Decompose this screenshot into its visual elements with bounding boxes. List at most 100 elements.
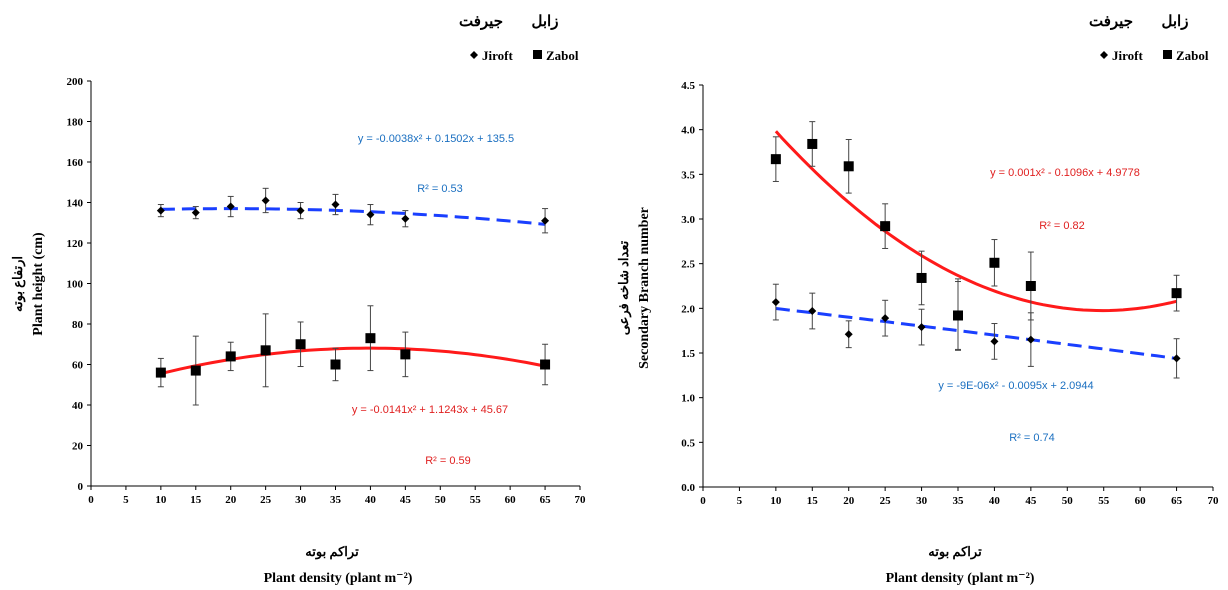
legend-jiroft-label: Jiroft [482, 48, 513, 63]
zabol-r-squared: R² = 0.82 [1039, 220, 1085, 232]
zabol-point [225, 351, 236, 362]
zabol-point [540, 359, 551, 370]
legend-jiroft-label: Jiroft [1112, 48, 1143, 63]
jiroft-point [990, 337, 999, 346]
zabol-point [155, 367, 166, 378]
legend: جيرفت زابل Jiroft Zabol [459, 14, 579, 63]
legend-zabol-label: Zabol [546, 48, 579, 63]
jiroft-point [844, 330, 853, 339]
plot-area: 0.0 0.5 1.0 1.5 2.0 2.5 3.0 3.5 4.0 4.5 0 5 10 15 20 25… [681, 80, 1219, 507]
legend-square-icon [1163, 50, 1172, 59]
x-tick-label: 25 [880, 495, 892, 507]
jiroft-r-squared: R² = 0.74 [1009, 432, 1055, 444]
y-tick-label: 160 [67, 157, 84, 169]
y-tick-label: 2.0 [681, 303, 695, 315]
zabol-point [1171, 288, 1182, 299]
x-tick-label: 60 [505, 494, 517, 506]
zabol-point [1025, 281, 1036, 291]
x-tick-label: 70 [1208, 495, 1220, 507]
zabol-r-squared: R² = 0.59 [425, 455, 471, 467]
y-tick-label: 3.0 [681, 214, 695, 226]
x-tick-label: 65 [540, 494, 552, 506]
y-tick-label: 3.5 [681, 169, 695, 181]
zabol-trendline [160, 346, 546, 376]
x-tick-label: 15 [190, 494, 202, 506]
zabol-point [953, 310, 963, 321]
zabol-point [770, 154, 781, 165]
x-tick-label: 30 [295, 494, 307, 506]
jiroft-point [541, 216, 550, 225]
x-tick-label: 15 [807, 495, 819, 507]
zabol-point [260, 345, 271, 356]
legend-diamond-icon [1100, 51, 1108, 59]
jiroft-point [881, 314, 890, 323]
zabol-trendline [774, 130, 1177, 313]
y-tick-label: 2.5 [681, 259, 695, 271]
x-tick-label: 60 [1135, 495, 1147, 507]
y-tick-label: 200 [67, 76, 84, 88]
jiroft-point [156, 206, 165, 215]
jiroft-point [1172, 354, 1181, 363]
zabol-point [330, 359, 341, 370]
y-axis-title-fa: تعداد شاخه فرعی [616, 240, 632, 335]
legend-zabol-label: Zabol [1176, 48, 1209, 63]
jiroft-point [401, 214, 410, 223]
plant-height-chart: جيرفت زابل Jiroft Zabol ارتفاع بوته Plan… [10, 14, 586, 586]
zabol-equation: y = -0.0141x² + 1.1243x + 45.67 [352, 404, 508, 416]
jiroft-equation: y = -0.0038x² + 0.1502x + 135.5 [358, 133, 514, 145]
legend-diamond-icon [470, 51, 478, 59]
x-axis-title-fa: تراكم بوته [928, 544, 982, 560]
y-tick-label: 80 [72, 319, 84, 331]
y-axis-title: Secondary Branch number [637, 207, 652, 369]
x-tick-label: 20 [225, 494, 237, 506]
x-tick-label: 35 [953, 495, 965, 507]
x-tick-label: 5 [123, 494, 129, 506]
jiroft-point [296, 206, 305, 215]
y-tick-label: 1.5 [681, 348, 695, 360]
y-tick-label: 20 [72, 441, 84, 453]
jiroft-point [917, 323, 926, 332]
x-tick-label: 10 [770, 495, 782, 507]
zabol-point [400, 349, 411, 360]
zabol-equation: y = 0.001x² - 0.1096x + 4.9778 [990, 167, 1140, 179]
x-tick-label: 0 [700, 495, 706, 507]
legend-fa-label-jiroft: جيرفت [1089, 14, 1133, 30]
x-tick-label: 10 [155, 494, 167, 506]
y-tick-label: 40 [72, 400, 84, 412]
zabol-point [365, 333, 376, 344]
jiroft-equation: y = -9E-06x² - 0.0095x + 2.0944 [938, 380, 1093, 392]
legend-fa-label-zabol: زابل [1162, 14, 1189, 30]
x-axis-title-fa: تراكم بوته [305, 544, 359, 560]
jiroft-point [808, 307, 817, 316]
jiroft-point [366, 210, 375, 219]
y-tick-label: 60 [72, 360, 84, 372]
y-tick-label: 0 [78, 481, 84, 493]
plot-area: 0 20 40 60 80 100 120 140 160 180 200 0 5 10 15 20 25 30 3… [67, 76, 587, 506]
jiroft-point [1026, 335, 1035, 344]
secondary-branch-chart: جيرفت زابل Jiroft Zabol تعداد شاخه فرعی … [616, 14, 1219, 586]
y-tick-label: 1.0 [681, 393, 695, 405]
x-tick-label: 25 [260, 494, 272, 506]
y-tick-label: 4.0 [681, 125, 695, 137]
x-tick-label: 40 [365, 494, 377, 506]
x-axis-title: Plant density (plant m⁻²) [886, 571, 1035, 586]
x-tick-label: 65 [1171, 495, 1183, 507]
x-tick-label: 20 [843, 495, 855, 507]
x-tick-label: 35 [330, 494, 342, 506]
x-tick-label: 5 [737, 495, 743, 507]
legend-fa-label-zabol: زابل [532, 14, 559, 30]
y-tick-label: 180 [67, 117, 84, 129]
x-tick-label: 55 [470, 494, 482, 506]
y-tick-label: 4.5 [681, 80, 695, 92]
x-tick-label: 45 [1025, 495, 1037, 507]
y-axis-title-fa: ارتفاع بوته [10, 256, 26, 312]
legend: جيرفت زابل Jiroft Zabol [1089, 14, 1209, 63]
x-tick-label: 70 [575, 494, 587, 506]
jiroft-point [191, 208, 200, 217]
y-tick-label: 0.0 [681, 482, 695, 494]
x-tick-label: 0 [88, 494, 94, 506]
x-tick-label: 50 [1062, 495, 1074, 507]
jiroft-point [261, 196, 270, 205]
y-tick-label: 120 [67, 238, 84, 250]
